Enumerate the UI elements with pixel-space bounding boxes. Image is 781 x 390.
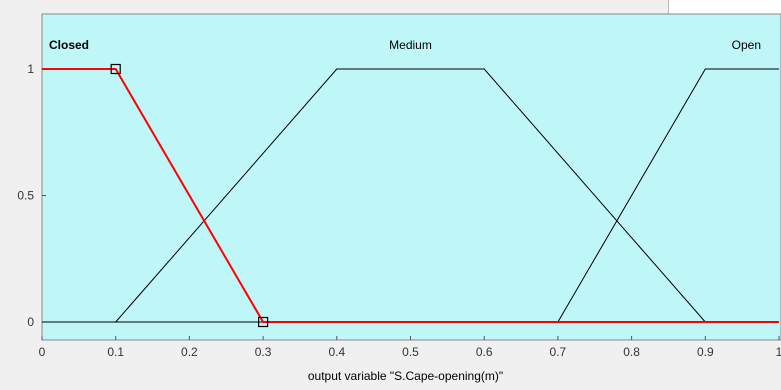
mf-curve-closed[interactable]: [42, 68, 779, 323]
x-tick-label: 0.4: [328, 345, 345, 359]
selected-mf-handles[interactable]: [110, 63, 269, 328]
x-axis-ticks: 0 0.1 0.2 0.3 0.4 0.5 0.6 0.7 0.8 0.9 1: [39, 336, 781, 359]
y-tick-label: 0.5: [17, 189, 34, 203]
membership-function-labels: Closed Medium Open: [49, 38, 761, 52]
mf-label-open[interactable]: Open: [732, 38, 761, 52]
membership-curves: [42, 68, 779, 323]
y-tick-label: 0: [27, 315, 34, 329]
x-axis-label: output variable "S.Cape-opening(m)": [308, 369, 503, 383]
x-tick-label: 0.2: [181, 345, 198, 359]
x-tick-label: 0.9: [697, 345, 714, 359]
x-tick-label: 0.7: [550, 345, 567, 359]
mf-vertex-handle[interactable]: [110, 63, 121, 75]
plot-area[interactable]: [41, 13, 781, 341]
x-tick-label: 0: [39, 345, 46, 359]
y-tick-label: 1: [27, 62, 34, 76]
x-tick-label: 1: [776, 345, 781, 359]
x-tick-label: 0.5: [402, 345, 419, 359]
x-tick-label: 0.3: [255, 345, 272, 359]
mf-label-medium[interactable]: Medium: [389, 38, 432, 52]
x-tick-label: 0.8: [623, 345, 640, 359]
mf-vertex-handle[interactable]: [258, 316, 269, 328]
x-tick-label: 0.6: [476, 345, 493, 359]
x-tick-label: 0.1: [107, 345, 124, 359]
mf-label-closed[interactable]: Closed: [49, 38, 89, 52]
